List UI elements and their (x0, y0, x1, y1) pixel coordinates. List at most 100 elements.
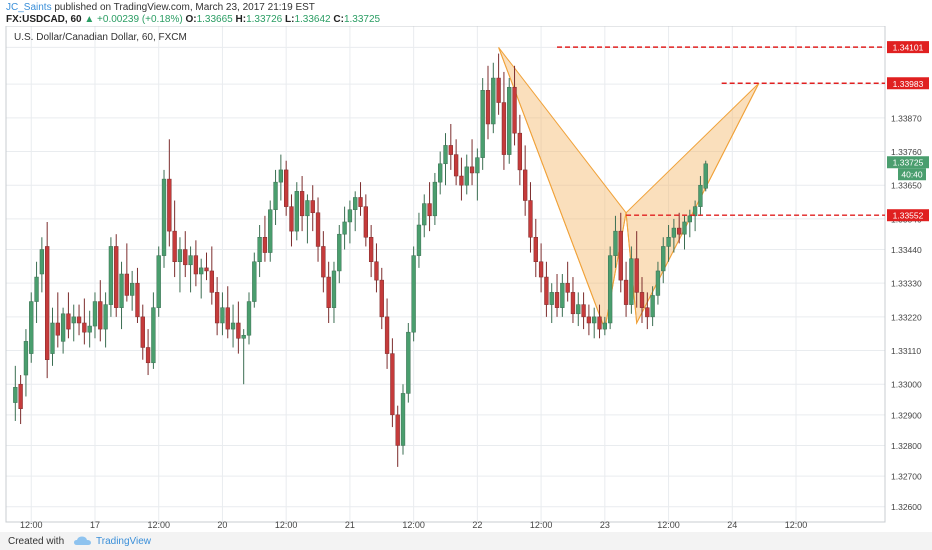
footer-bar: Created with TradingView (0, 532, 932, 550)
candle-body (161, 178, 167, 256)
candle (475, 148, 480, 201)
candle-body (135, 282, 140, 318)
candle (692, 200, 698, 232)
candle-body (50, 322, 55, 354)
candle (517, 114, 523, 186)
publish-info: published on TradingView.com, March 23, … (51, 2, 315, 13)
candle (613, 215, 618, 268)
candle (533, 218, 538, 278)
candle-body (262, 237, 268, 253)
candle-body (682, 221, 687, 235)
candle-body (485, 90, 491, 125)
candle (427, 182, 432, 232)
candle (400, 384, 406, 455)
plot-frame (5, 26, 886, 523)
countdown-text: 40:40 (901, 170, 923, 180)
candle (177, 237, 183, 293)
candle-body (645, 307, 650, 318)
time-tick-label: 12:00 (785, 520, 808, 530)
candle (368, 225, 374, 278)
candle (581, 292, 586, 330)
candle (220, 292, 225, 336)
candle-body (469, 166, 475, 174)
chart-title: U.S. Dollar/Canadian Dollar, 60, FXCM (14, 32, 187, 43)
grid (6, 26, 885, 522)
high-label: H: (235, 14, 247, 25)
candle-body (432, 181, 438, 217)
tradingview-logo-text[interactable]: TradingView (96, 536, 152, 547)
candle (496, 53, 501, 115)
candle-body (188, 255, 193, 266)
candle (315, 197, 321, 262)
candle (544, 261, 549, 317)
price-tick-label: 1.33110 (891, 346, 921, 356)
time-tick-label: 12:00 (20, 520, 43, 530)
price-tick-label: 1.32600 (891, 502, 922, 512)
candle (172, 200, 177, 278)
candle (592, 307, 597, 339)
candle-body (639, 292, 645, 308)
candle-body (145, 347, 151, 364)
candle-body (655, 270, 661, 296)
price-label-text: 1.33725 (893, 158, 924, 168)
candle-body (71, 316, 76, 324)
candle (438, 151, 443, 195)
candle-body (289, 206, 294, 232)
candle-body (124, 273, 130, 296)
candle (82, 298, 87, 345)
candle (209, 246, 214, 305)
candle-body (45, 246, 50, 360)
time-tick-label: 12:00 (147, 520, 170, 530)
candle (98, 280, 103, 342)
candle-body (592, 316, 597, 324)
candle (18, 375, 23, 425)
candle-body (427, 203, 432, 217)
candle-body (677, 227, 682, 235)
candle-body (629, 258, 634, 305)
candle (199, 258, 204, 299)
pattern-legs (498, 47, 760, 331)
candle-body (225, 307, 230, 330)
candle (151, 292, 156, 369)
price-tick-label: 1.33440 (891, 245, 922, 255)
candle (655, 261, 661, 305)
candle (273, 169, 278, 226)
candle (55, 292, 60, 348)
candle (485, 65, 491, 140)
candlestick-chart[interactable]: U.S. Dollar/Canadian Dollar, 60, FXCM 1.… (0, 26, 932, 532)
candle (342, 206, 347, 250)
time-axis[interactable]: 12:00 17 12:00 20 12:00 21 12:00 22 12:00 23 12:00… (20, 520, 807, 530)
price-label-text: 1.33552 (893, 211, 924, 221)
candle-body (140, 316, 145, 348)
candle (703, 160, 708, 192)
candle-body (666, 237, 671, 247)
open-value: 1.33665 (196, 14, 233, 25)
candle-body (305, 200, 310, 217)
candle-body (570, 292, 576, 315)
candle (406, 322, 411, 403)
candle (284, 160, 289, 216)
candle (491, 62, 496, 134)
candle-body (108, 246, 114, 305)
candle (337, 225, 342, 284)
candle-body (565, 282, 570, 293)
candle-body (60, 313, 66, 342)
time-tick-label: 12:00 (402, 520, 425, 530)
candle-body (586, 316, 592, 324)
candle-body (650, 295, 655, 318)
candle-body (533, 237, 538, 263)
candle-body (172, 230, 177, 263)
candle-body (368, 237, 374, 263)
candle (661, 237, 666, 284)
price-levels[interactable] (557, 46, 885, 216)
author-link[interactable]: JC_Saints (6, 2, 52, 13)
candle (554, 274, 560, 317)
candle-body (193, 255, 199, 275)
candle (241, 329, 246, 385)
candle (586, 304, 592, 336)
candle (183, 231, 188, 278)
candle (129, 270, 135, 311)
candle-body (496, 77, 501, 103)
candle-body (358, 197, 363, 207)
candle-body (517, 132, 523, 171)
